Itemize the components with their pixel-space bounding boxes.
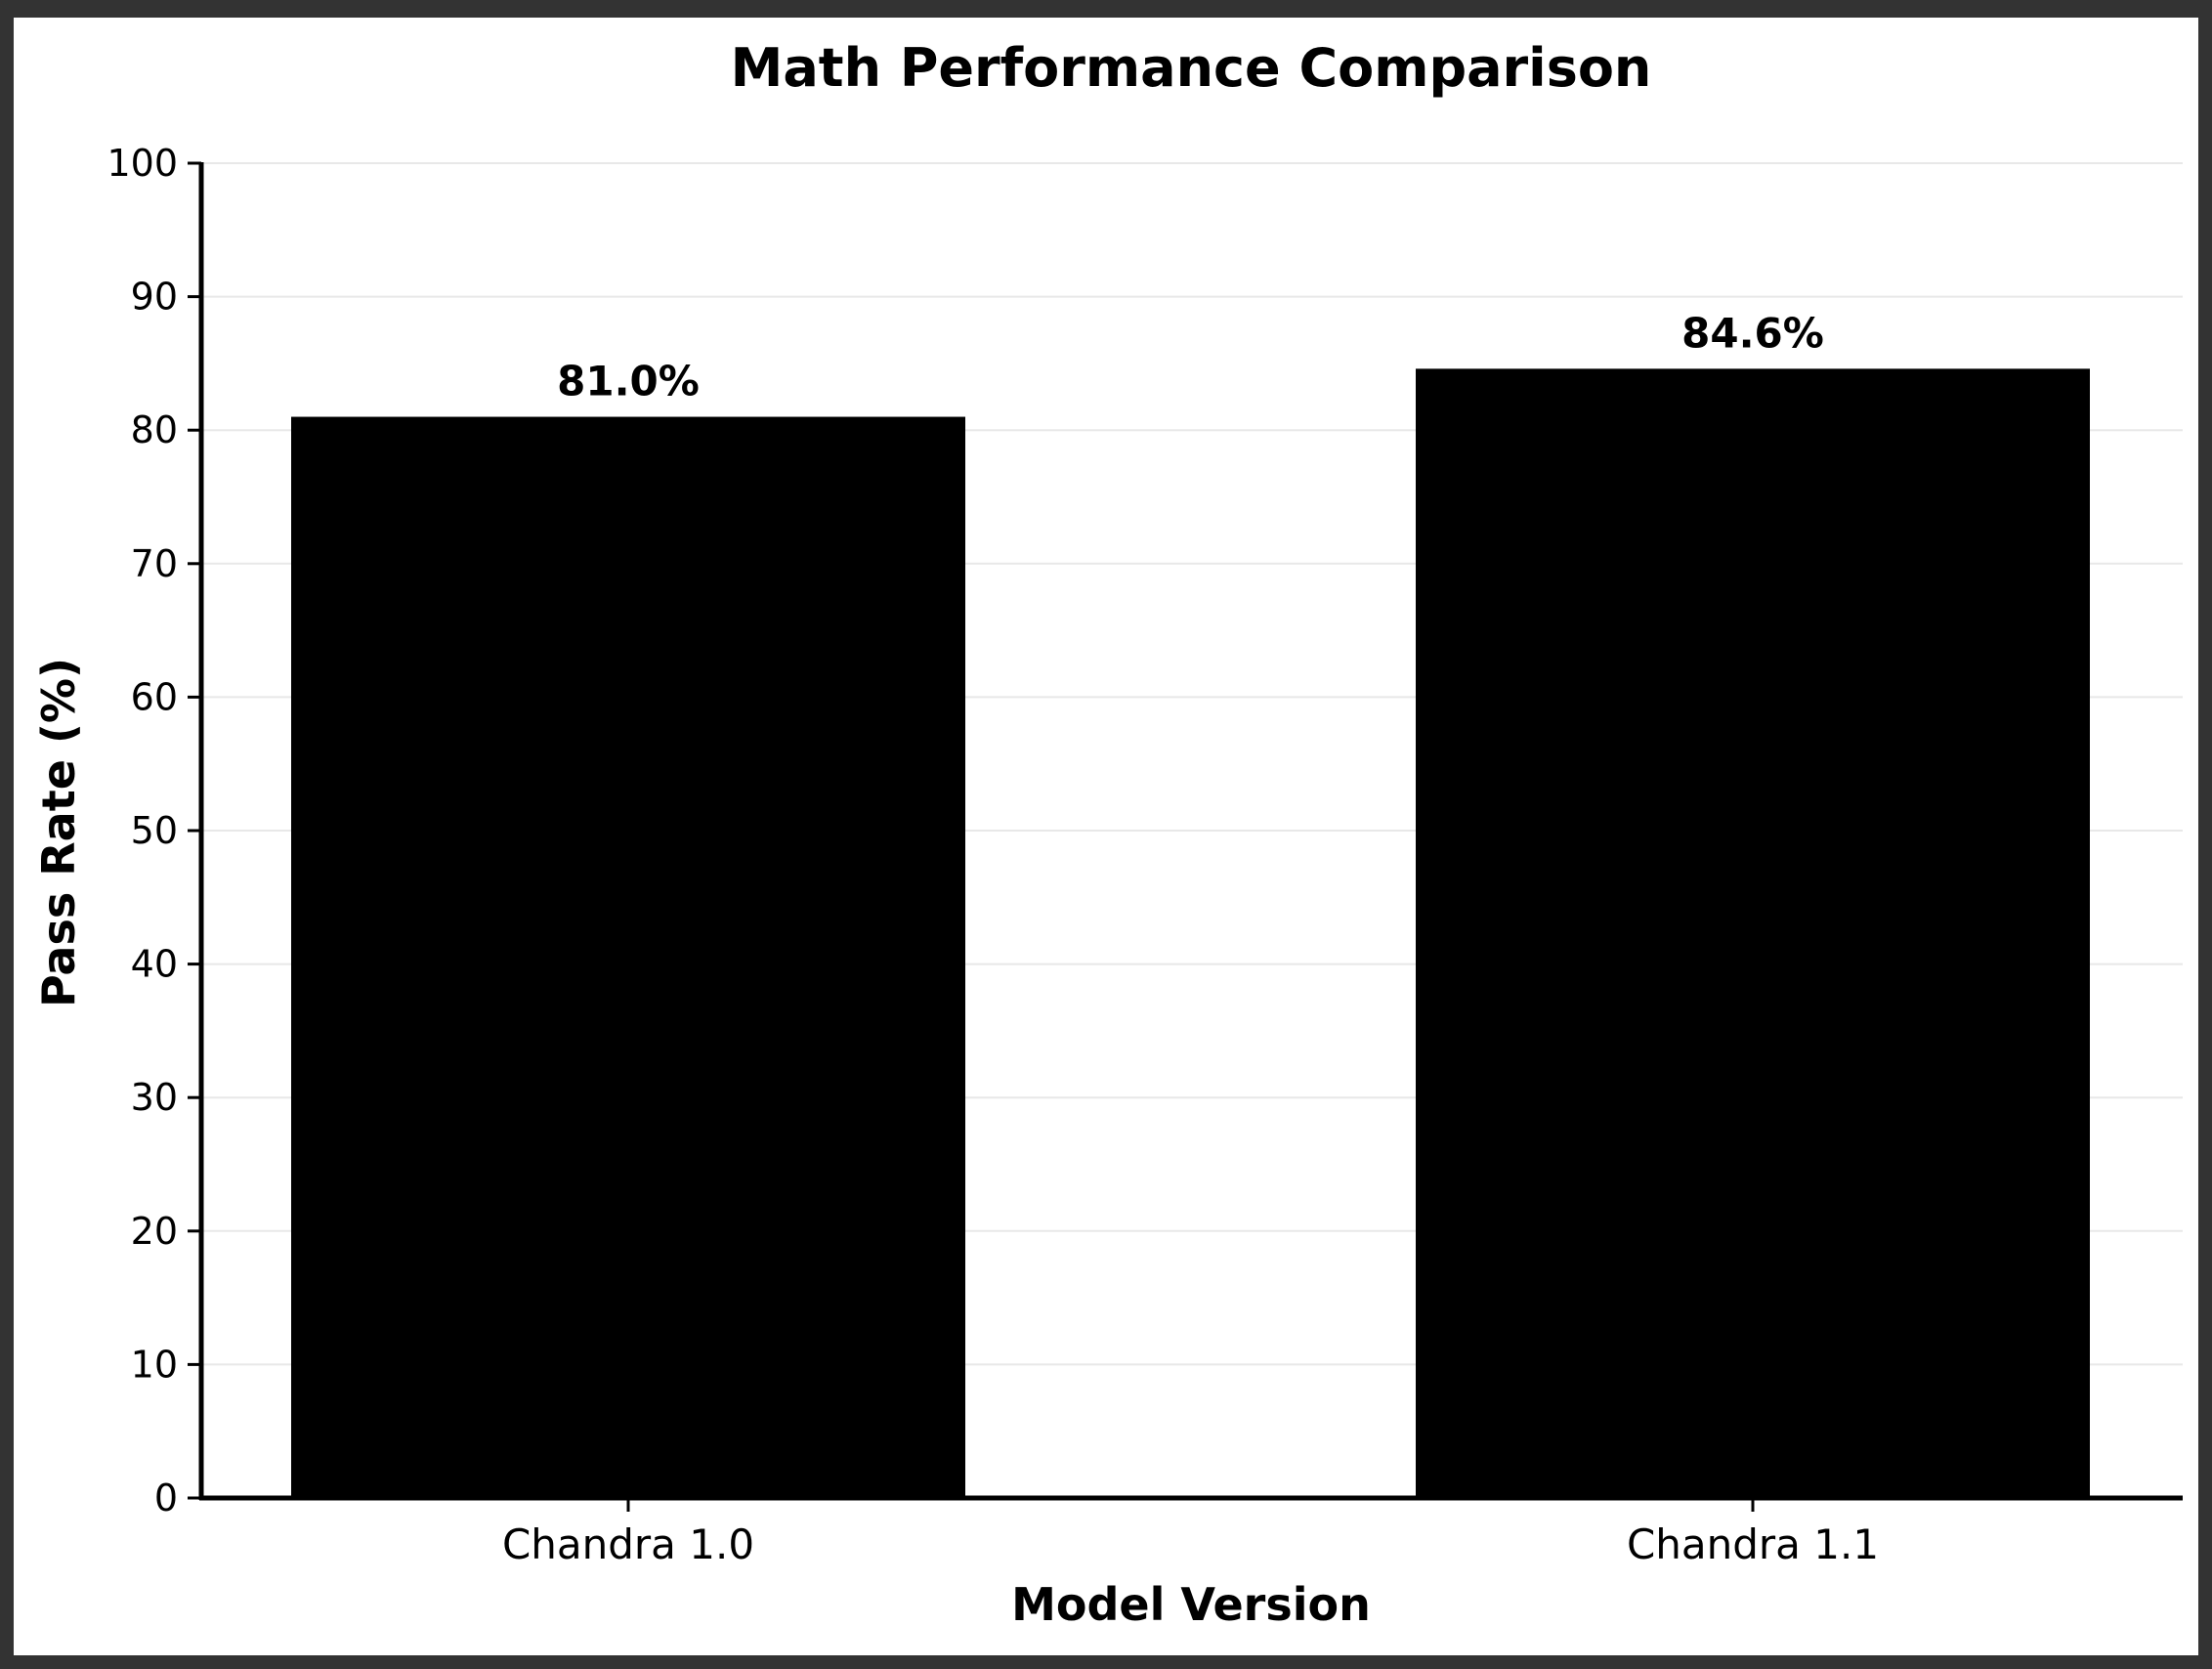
y-tick-label-5: 50 xyxy=(131,809,178,852)
value-label-0: 81.0% xyxy=(557,358,700,406)
y-tick-label-0: 0 xyxy=(154,1476,178,1519)
y-tick-label-9: 90 xyxy=(131,276,178,319)
x-axis-label: Model Version xyxy=(1011,1578,1371,1631)
bar-0 xyxy=(291,416,965,1498)
value-label-1: 84.6% xyxy=(1681,309,1824,357)
y-tick-label-7: 70 xyxy=(131,542,178,585)
chart-title: Math Performance Comparison xyxy=(731,37,1652,99)
bars xyxy=(291,368,2090,1498)
y-tick-label-1: 10 xyxy=(131,1343,178,1386)
y-tick-label-6: 60 xyxy=(131,675,178,718)
bar-1 xyxy=(1416,368,2090,1498)
y-ticks: 0 10 20 30 40 50 60 70 80 90 100 xyxy=(106,142,201,1519)
y-axis-label: Pass Rate (%) xyxy=(32,658,85,1007)
value-labels: 81.0% 84.6% xyxy=(557,309,1824,405)
y-tick-label-8: 80 xyxy=(131,408,178,451)
y-tick-label-4: 40 xyxy=(131,943,178,986)
y-tick-label-3: 30 xyxy=(131,1076,178,1119)
y-tick-label-10: 100 xyxy=(106,142,178,185)
y-tick-label-2: 20 xyxy=(131,1210,178,1253)
x-tick-label-0: Chandra 1.0 xyxy=(502,1520,754,1568)
x-tick-label-1: Chandra 1.1 xyxy=(1627,1520,1879,1568)
x-ticks: Chandra 1.0 Chandra 1.1 xyxy=(502,1498,1879,1568)
